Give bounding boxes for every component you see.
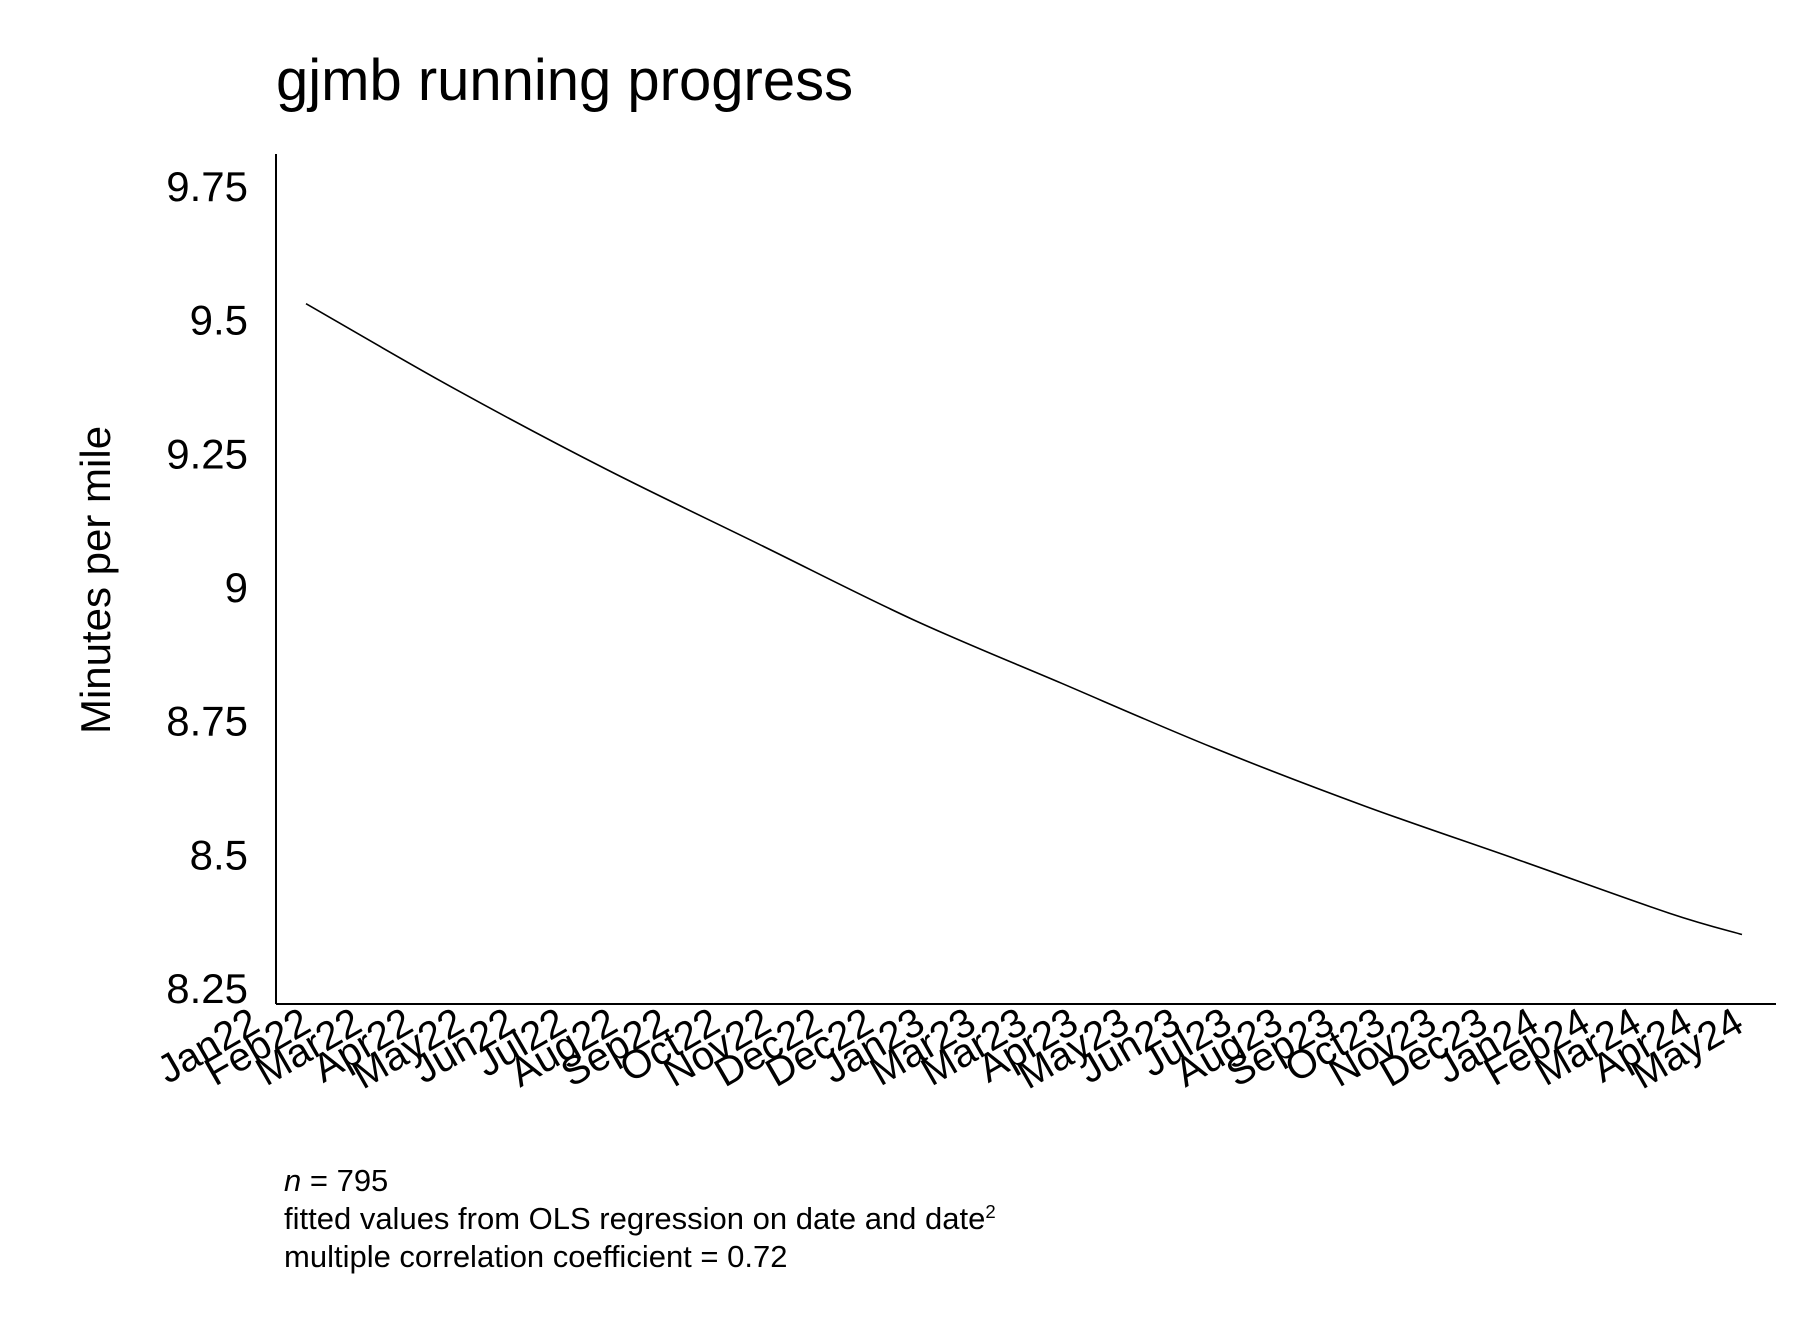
y-axis-label: Minutes per mile [72,426,119,734]
y-tick-label: 8.25 [166,965,248,1012]
sample-size-note: n = 795 [284,1162,996,1200]
chart-notes: n = 795 fitted values from OLS regressio… [284,1162,996,1275]
x-tick-label: May24 [1625,1000,1751,1098]
y-tick-label: 9.25 [166,430,248,477]
y-tick-label: 9.75 [166,163,248,210]
y-tick-label: 9 [225,564,248,611]
correlation-note: multiple correlation coefficient = 0.72 [284,1238,788,1274]
n-value: = 795 [301,1163,389,1198]
chart-title: gjmb running progress [276,48,853,113]
y-tick-label: 9.5 [190,297,248,344]
fit-method-text: fitted values from OLS regression on dat… [284,1200,986,1236]
y-tick-labels: 8.25 8.5 8.75 9 9.25 9.5 9.75 [166,163,248,1012]
n-label: n [284,1163,302,1198]
fit-method-note: fitted values from OLS regression on dat… [284,1200,996,1238]
y-tick-label: 8.5 [190,831,248,878]
x-tick-labels: Jan22Feb22Mar22Apr22May22Jun22Jul22Aug22… [150,1000,1750,1098]
fitted-series-line [305,303,1743,936]
fit-method-superscript: 2 [985,1200,996,1222]
y-tick-label: 8.75 [166,698,248,745]
